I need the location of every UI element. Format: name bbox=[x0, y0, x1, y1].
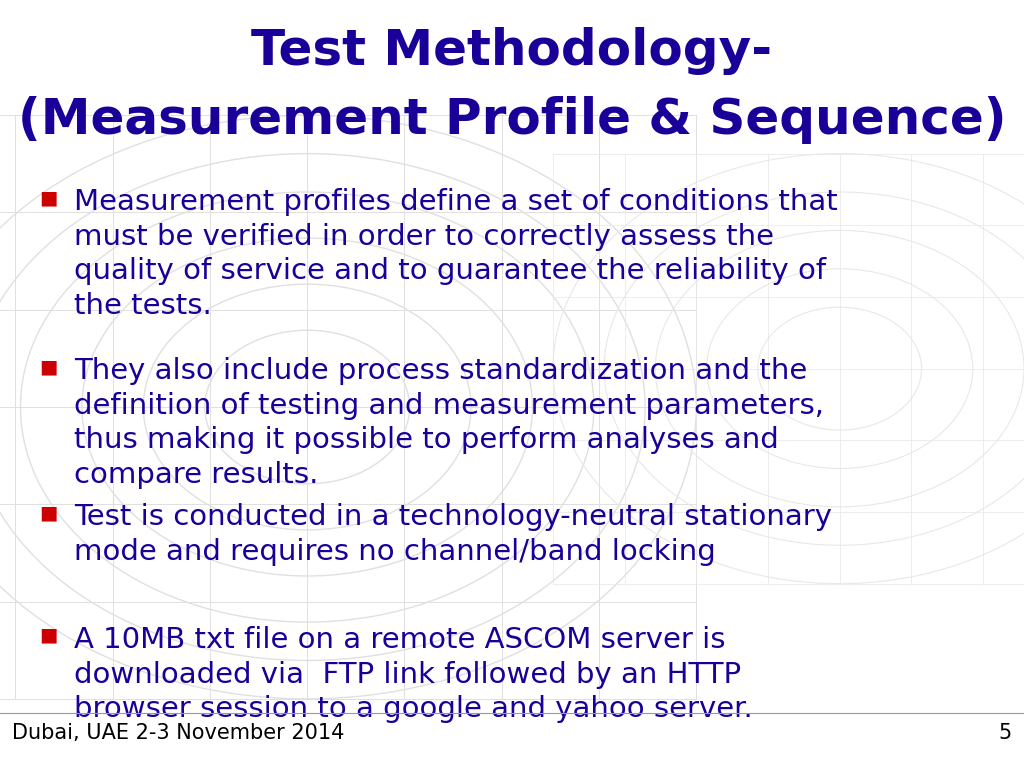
Text: Test Methodology-: Test Methodology- bbox=[252, 27, 772, 75]
Text: ■: ■ bbox=[39, 503, 57, 522]
Text: Test is conducted in a technology-neutral stationary
mode and requires no channe: Test is conducted in a technology-neutra… bbox=[74, 503, 831, 566]
Text: Measurement profiles define a set of conditions that
must be verified in order t: Measurement profiles define a set of con… bbox=[74, 188, 838, 320]
Text: 5: 5 bbox=[998, 723, 1012, 743]
Text: They also include process standardization and the
definition of testing and meas: They also include process standardizatio… bbox=[74, 357, 823, 489]
Text: ■: ■ bbox=[39, 188, 57, 207]
Text: ■: ■ bbox=[39, 626, 57, 645]
Text: A 10MB txt file on a remote ASCOM server is
downloaded via  FTP link followed by: A 10MB txt file on a remote ASCOM server… bbox=[74, 626, 753, 723]
Text: Dubai, UAE 2-3 November 2014: Dubai, UAE 2-3 November 2014 bbox=[12, 723, 345, 743]
Text: ■: ■ bbox=[39, 357, 57, 376]
Text: (Measurement Profile & Sequence): (Measurement Profile & Sequence) bbox=[17, 96, 1007, 144]
